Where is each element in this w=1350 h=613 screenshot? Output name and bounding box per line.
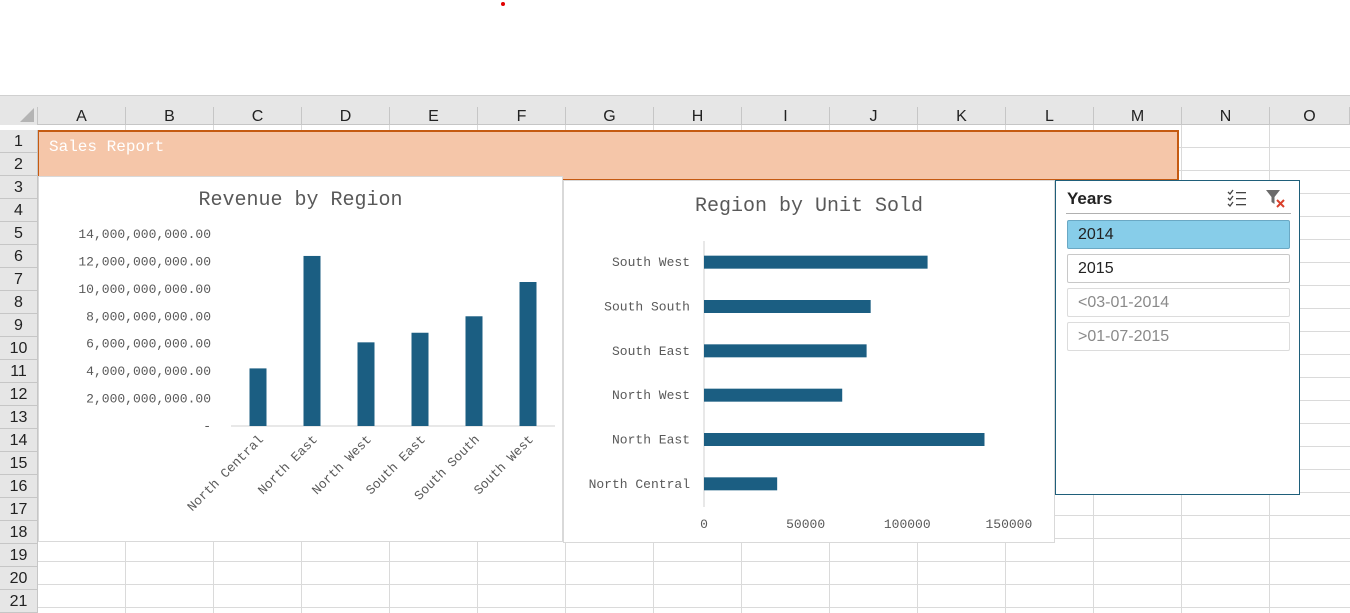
revenue-chart-title: Revenue by Region (198, 189, 403, 212)
column-header-k[interactable]: K (918, 107, 1006, 125)
bar-north-west (357, 342, 375, 426)
y-tick-label: 8,000,000,000.00 (86, 309, 211, 324)
ribbon-area (0, 0, 1350, 95)
units-chart-title: Region by Unit Sold (694, 195, 924, 218)
multi-select-icon[interactable] (1226, 187, 1248, 209)
y-category-label: South East (612, 344, 690, 359)
hbar-south-east (704, 344, 867, 358)
y-tick-label: 4,000,000,000.00 (86, 364, 211, 379)
row-header-16[interactable]: 16 (0, 475, 38, 498)
revenue-chart[interactable]: Revenue by Region 14,000,000,000.00 12,00… (38, 176, 563, 542)
bar-north-east (303, 255, 321, 426)
slicer-title: Years (1067, 189, 1113, 208)
cursor-dot (501, 2, 505, 6)
row-header-11[interactable]: 11 (0, 360, 38, 383)
y-tick-label: 10,000,000,000.00 (78, 282, 211, 297)
units-chart-plot: South West South South South East North Wes… (589, 241, 1032, 532)
row-header-7[interactable]: 7 (0, 268, 38, 291)
y-tick-label: 12,000,000,000.00 (78, 254, 211, 269)
select-all-corner[interactable] (0, 107, 38, 125)
row-header-17[interactable]: 17 (0, 498, 38, 521)
hbar-north-central (704, 477, 778, 491)
y-tick-label: 14,000,000,000.00 (78, 227, 211, 242)
x-tick-label: 50000 (786, 517, 825, 532)
y-category-label: South West (612, 255, 690, 270)
column-header-g[interactable]: G (566, 107, 654, 125)
y-category-label: North East (612, 433, 690, 448)
slicer-item-2015[interactable]: 2015 (1067, 254, 1290, 283)
y-tick-label: - (203, 419, 211, 434)
x-tick-label: 100000 (884, 517, 931, 532)
row-header-10[interactable]: 10 (0, 337, 38, 360)
row-header-15[interactable]: 15 (0, 452, 38, 475)
column-header-m[interactable]: M (1094, 107, 1182, 125)
column-header-h[interactable]: H (654, 107, 742, 125)
clear-filter-icon[interactable] (1264, 187, 1286, 209)
grid-row-line (38, 584, 1350, 585)
hbar-north-east (704, 433, 985, 446)
y-category-label: South South (604, 300, 690, 315)
row-header-1[interactable]: 1 (0, 130, 38, 153)
row-header-21[interactable]: 21 (0, 590, 38, 613)
row-header-19[interactable]: 19 (0, 544, 38, 567)
column-header-e[interactable]: E (390, 107, 478, 125)
years-slicer[interactable]: Years 2014 2015 <03-01-2014 >01-07-2015 (1055, 180, 1300, 495)
row-header-5[interactable]: 5 (0, 222, 38, 245)
grid-row-line (38, 607, 1350, 608)
row-header-18[interactable]: 18 (0, 521, 38, 544)
slicer-divider (1066, 213, 1291, 214)
y-tick-label: 6,000,000,000.00 (86, 337, 211, 352)
row-header-8[interactable]: 8 (0, 291, 38, 314)
y-category-label: North West (612, 388, 690, 403)
column-header-f[interactable]: F (478, 107, 566, 125)
hbar-north-west (704, 388, 843, 402)
column-header-d[interactable]: D (302, 107, 390, 125)
y-tick-label: 2,000,000,000.00 (86, 392, 211, 407)
grid-row-line (38, 561, 1350, 562)
bar-south-south (465, 316, 483, 426)
row-header-14[interactable]: 14 (0, 429, 38, 452)
row-header-12[interactable]: 12 (0, 383, 38, 406)
units-chart[interactable]: Region by Unit Sold South West South Sout… (563, 180, 1055, 543)
column-header-n[interactable]: N (1182, 107, 1270, 125)
row-header-20[interactable]: 20 (0, 567, 38, 590)
column-header-l[interactable]: L (1006, 107, 1094, 125)
x-category-label: North Central (185, 432, 267, 514)
column-header-c[interactable]: C (214, 107, 302, 125)
sales-report-title: Sales Report (49, 138, 165, 156)
row-header-6[interactable]: 6 (0, 245, 38, 268)
revenue-chart-plot: 14,000,000,000.00 12,000,000,000.00 10,000… (78, 227, 555, 515)
y-category-label: North Central (589, 477, 691, 492)
row-header-2[interactable]: 2 (0, 153, 38, 176)
x-tick-label: 150000 (985, 517, 1032, 532)
formula-bar-edge (0, 95, 1350, 107)
hbar-south-south (704, 300, 871, 313)
slicer-item-after-2015[interactable]: >01-07-2015 (1067, 322, 1290, 351)
bar-north-central (249, 368, 267, 426)
column-header-o[interactable]: O (1270, 107, 1350, 125)
hbar-south-west (704, 255, 928, 269)
column-header-i[interactable]: I (742, 107, 830, 125)
title-cell[interactable]: Sales Report (38, 130, 1179, 181)
bar-south-east (411, 332, 429, 426)
row-header-3[interactable]: 3 (0, 176, 38, 199)
row-header-4[interactable]: 4 (0, 199, 38, 222)
slicer-item-2014[interactable]: 2014 (1067, 220, 1290, 249)
column-header-a[interactable]: A (38, 107, 126, 125)
bar-south-west (519, 282, 537, 426)
x-tick-label: 0 (700, 517, 708, 532)
slicer-item-before-2014[interactable]: <03-01-2014 (1067, 288, 1290, 317)
column-header-b[interactable]: B (126, 107, 214, 125)
row-header-9[interactable]: 9 (0, 314, 38, 337)
column-header-j[interactable]: J (830, 107, 918, 125)
row-header-13[interactable]: 13 (0, 406, 38, 429)
